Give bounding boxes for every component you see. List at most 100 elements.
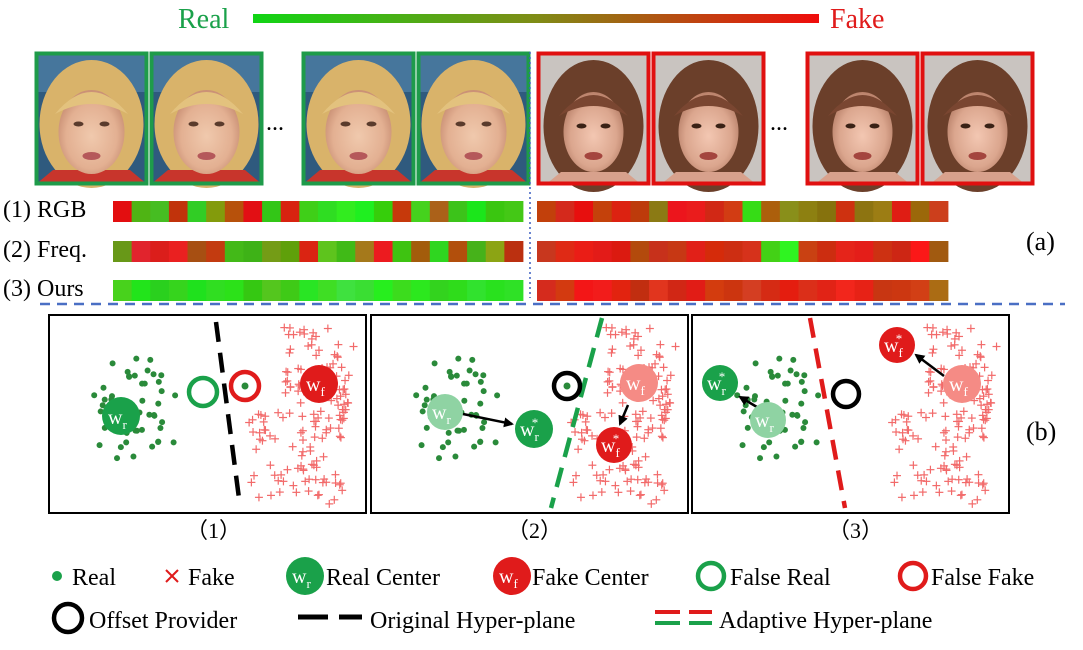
fake-sample-1 [304, 487, 313, 496]
row-3-fake-cell [761, 280, 781, 301]
row-2-fake-cell [611, 241, 631, 262]
legend-real-center-icon: wr [286, 557, 324, 595]
row-3-fake-cell [873, 280, 893, 301]
row-1-fake-cell [611, 201, 631, 222]
false-fake-point-1 [241, 382, 249, 390]
fake-sample-3 [967, 414, 976, 423]
fake-sample-2 [602, 323, 611, 332]
fake-sample-3 [974, 478, 983, 487]
row-1-real-cell [373, 201, 393, 222]
real-sample-3 [801, 372, 808, 379]
fake-sample-2 [671, 342, 680, 351]
svg-text:wr: wr [292, 566, 311, 591]
fake-sample-3 [926, 376, 935, 385]
fake-sample-2 [647, 499, 656, 508]
real-sample-3 [800, 425, 807, 432]
fake-sample-3 [977, 424, 986, 433]
fake-sample-3 [947, 342, 956, 351]
fake-sample-2 [607, 409, 616, 418]
real-sample-1 [109, 360, 116, 367]
fake-sample-3 [941, 426, 950, 435]
fake-sample-2 [636, 346, 645, 355]
fake-sample-1 [295, 328, 304, 337]
row-2-fake-cell [835, 241, 855, 262]
row-3-real-cell [318, 280, 338, 301]
fake-sample-1 [335, 411, 344, 420]
fake-sample-1 [259, 417, 268, 426]
row-label-1: (1) RGB [3, 197, 86, 223]
row-3-real-cell [243, 280, 263, 301]
row-2-real-cell [113, 241, 133, 262]
fake-frame-3 [805, 51, 920, 192]
legend-false-real-icon [695, 560, 727, 592]
real-sample-1 [100, 384, 107, 391]
fake-sample-3 [977, 401, 986, 410]
fake-sample-1 [341, 376, 350, 385]
fake-sample-3 [898, 428, 907, 437]
fake-sample-3 [939, 428, 948, 437]
fake-label: Fake [830, 4, 884, 35]
fake-sample-2 [660, 486, 669, 495]
fake-sample-2 [660, 416, 669, 425]
fake-sample-3 [949, 442, 958, 451]
real-fake-gradient-bar [253, 14, 819, 23]
row-2-real-cell [150, 241, 170, 262]
new-real-center-2: wr* [515, 410, 553, 448]
row-3-fake-cell [854, 280, 874, 301]
fake-sample-3 [893, 471, 902, 480]
row-1-real-cell [113, 201, 133, 222]
fake-sample-1 [322, 425, 331, 434]
svg-text:wf: wf [626, 373, 645, 398]
real-sample-3 [766, 439, 773, 446]
fake-sample-2 [605, 368, 614, 377]
fake-sample-1 [278, 413, 287, 422]
fake-sample-1 [280, 323, 289, 332]
row-3-fake-cell [537, 280, 557, 301]
svg-text:wf*: wf* [601, 431, 620, 460]
row-1-real-cell [168, 201, 188, 222]
real-frame-3 [301, 51, 416, 188]
real-sample-3 [815, 392, 822, 399]
fake-sample-3 [938, 328, 947, 337]
real-sample-2 [455, 355, 462, 362]
fake-sample-3 [917, 476, 926, 485]
real-sample-1 [130, 453, 137, 460]
real-sample-3 [798, 439, 805, 446]
legend-fake-center-icon: wf [493, 557, 531, 595]
old-fake-center-3: wf [943, 365, 981, 403]
fake-sample-1 [298, 447, 307, 456]
row-1-real-cell [187, 201, 207, 222]
row-2-real-cell [429, 241, 449, 262]
real-sample-3 [813, 439, 820, 446]
real-sample-1 [172, 392, 179, 399]
row-1-real-cell [429, 201, 449, 222]
fake-sample-1 [256, 410, 265, 419]
fake-sample-3 [972, 359, 981, 368]
fake-sample-3 [978, 411, 987, 420]
fake-sample-1 [338, 486, 347, 495]
fake-sample-3 [931, 442, 940, 451]
legend-false-fake-icon [897, 560, 929, 592]
fake-sample-1 [340, 400, 349, 409]
fake-sample-3 [952, 410, 961, 419]
fake-sample-3 [953, 433, 962, 442]
fake-sample-1 [304, 342, 313, 351]
row-1-fake-cell [630, 201, 650, 222]
row-1-fake-cell [555, 201, 575, 222]
fake-sample-1 [307, 334, 316, 343]
fake-sample-2 [649, 396, 658, 405]
fake-sample-2 [615, 464, 624, 473]
legend-adaptive-hyperplane-label: Adaptive Hyper-plane [719, 608, 932, 634]
legend: Real Fake wr Real Center wf Fake Center … [51, 557, 1034, 635]
real-sample-1 [97, 408, 104, 415]
real-sample-2 [461, 397, 468, 404]
real-sample-2 [413, 392, 420, 399]
real-center-shift-arrow-2 [462, 412, 514, 428]
fake-sample-3 [974, 470, 983, 479]
row-2-real-cell [187, 241, 207, 262]
row-3-fake-cell [630, 280, 650, 301]
fake-sample-1 [338, 416, 347, 425]
fake-sample-1 [336, 415, 345, 424]
fake-sample-2 [644, 425, 653, 434]
